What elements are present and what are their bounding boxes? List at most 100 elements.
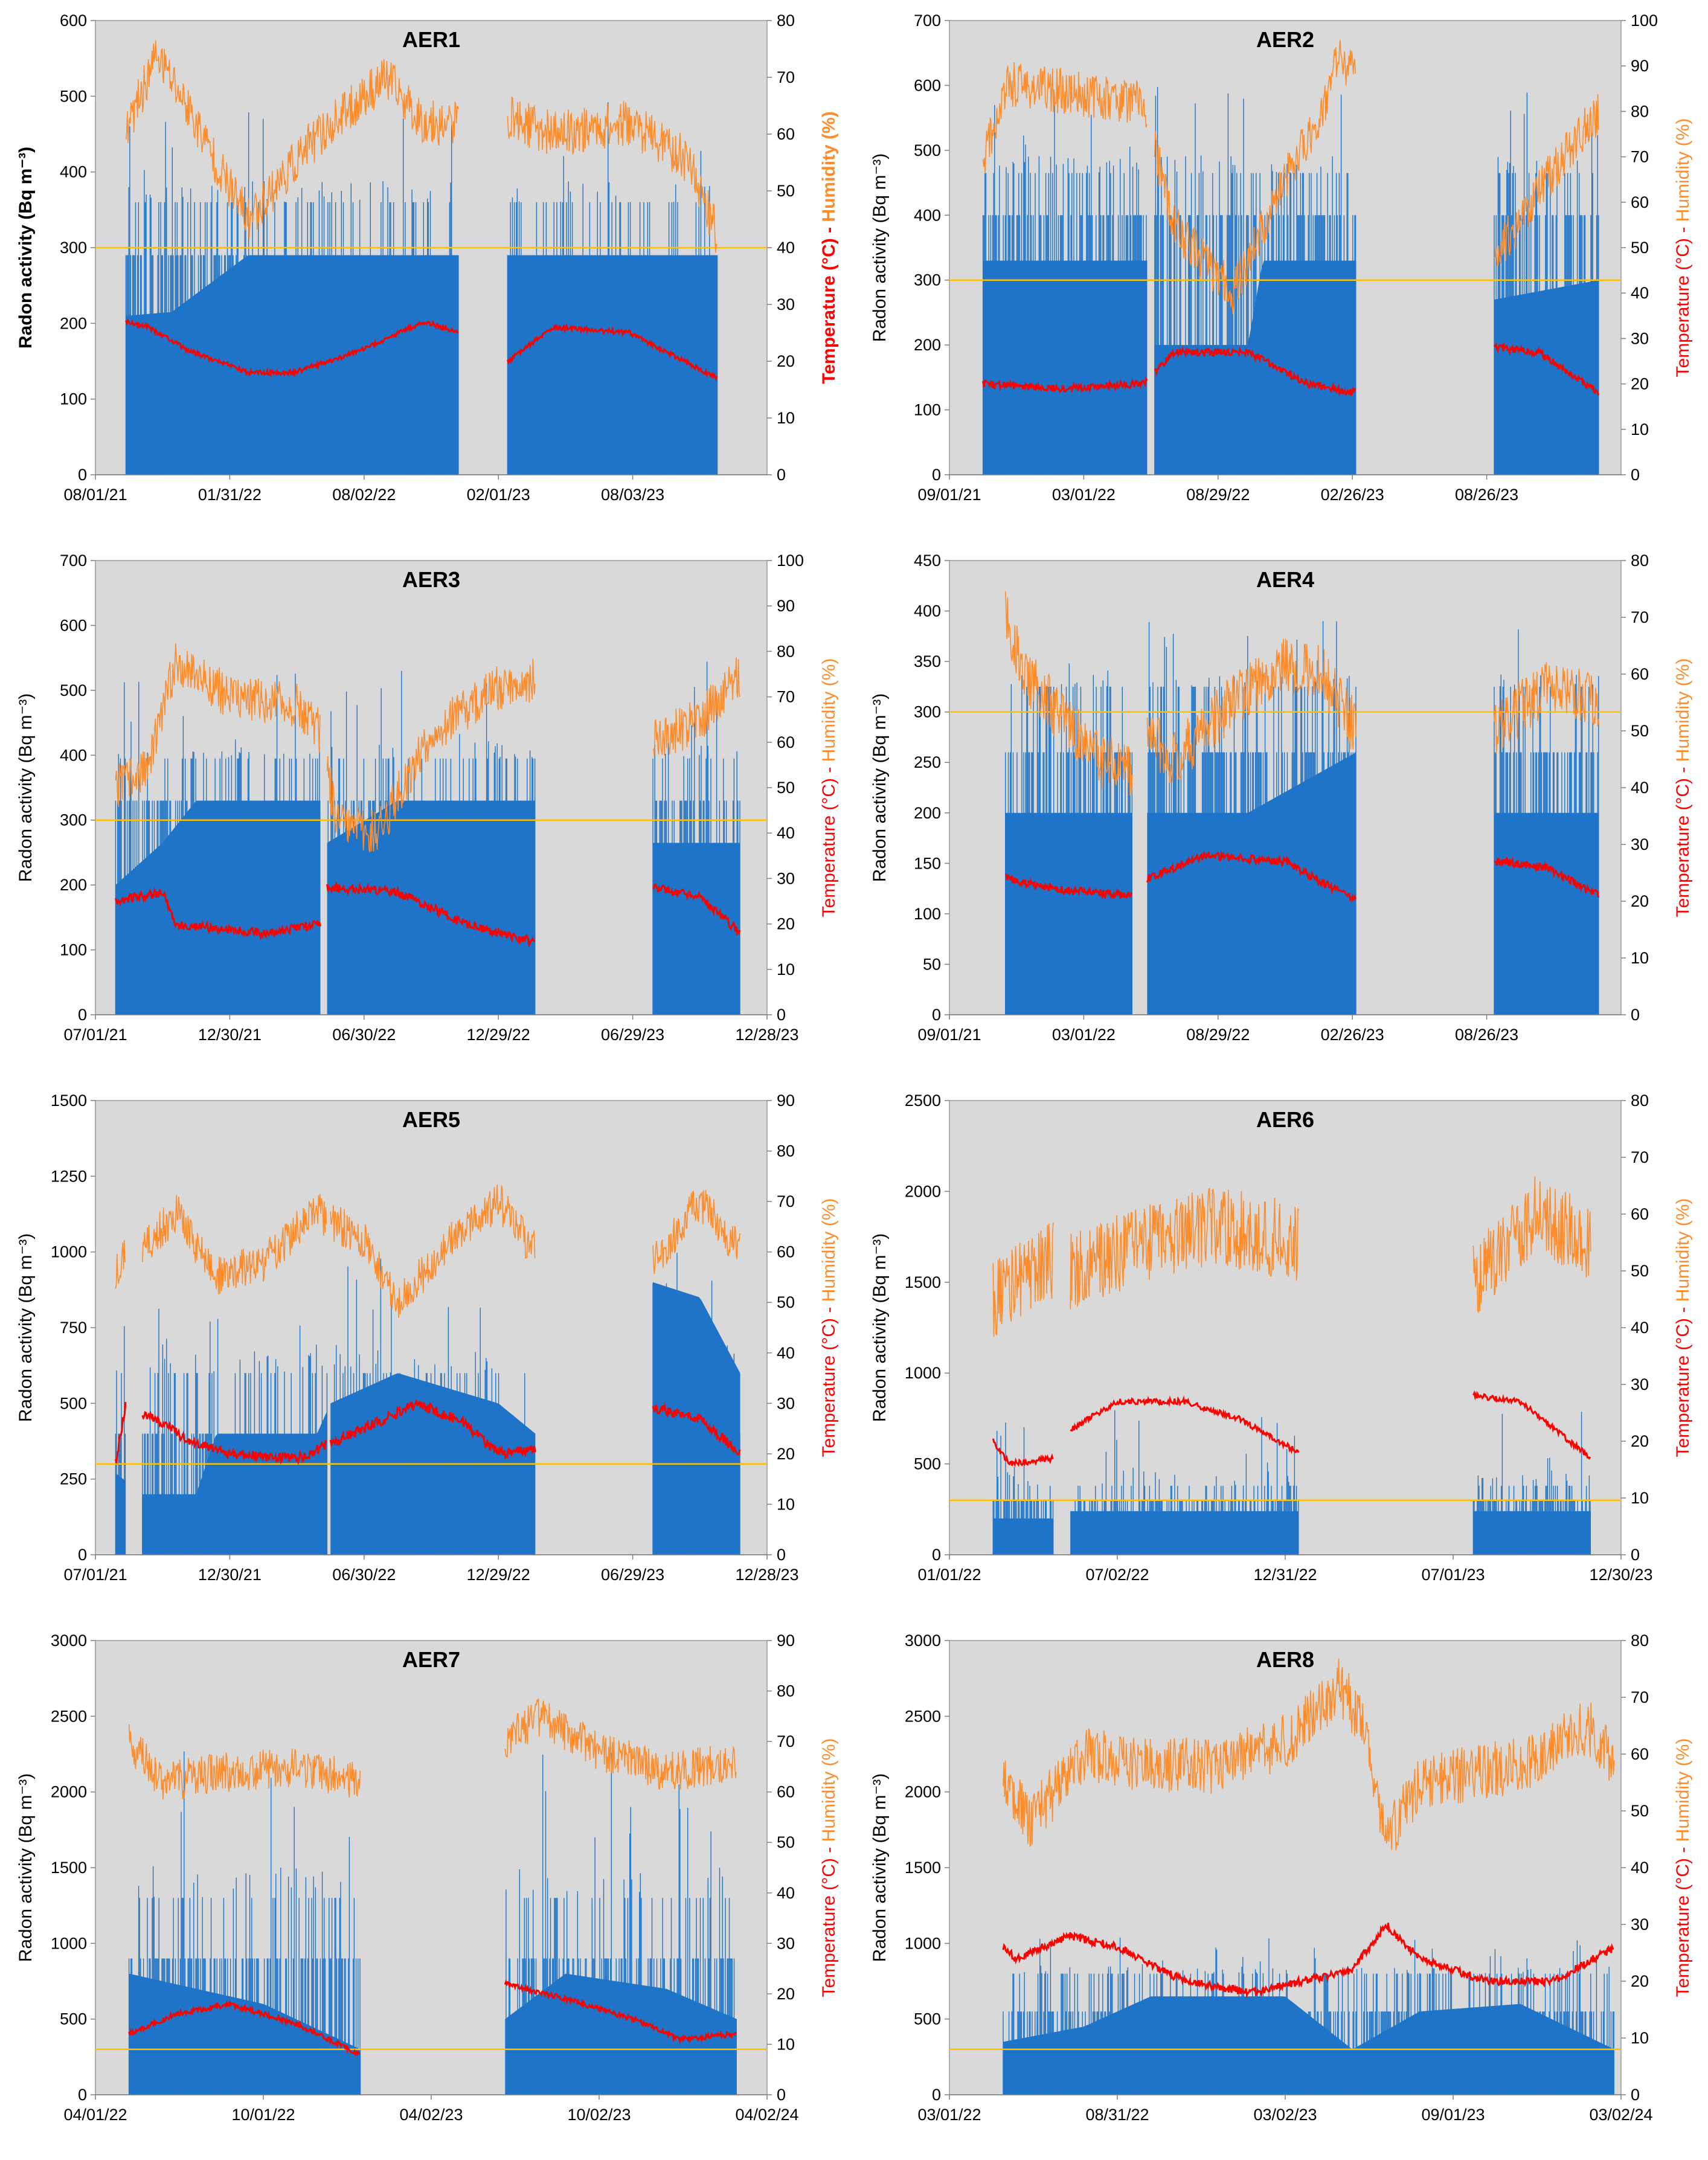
right-axis-tick-label: 60 (777, 125, 795, 143)
right-axis-tick-label: 70 (1631, 1148, 1649, 1166)
x-axis-tick-label: 03/02/23 (1253, 2106, 1317, 2124)
x-axis-tick-label: 02/01/23 (467, 486, 530, 504)
right-axis-tick-label: 30 (1631, 329, 1649, 347)
humidity-line-segment-3 (330, 1184, 536, 1319)
right-axis-label-temperature: Temperature (°C) (819, 1858, 839, 1997)
chart-panel-aer5: 0 250 500 750 1000 1250 1500 0 10 20 30 40 50 60 70 80 9… (16, 1091, 839, 1584)
right-axis-tick-label: 90 (777, 597, 795, 615)
right-axis-tick-label: 60 (1631, 1745, 1649, 1763)
temperature-line-segment-1 (125, 318, 459, 378)
right-axis-tick-label: 60 (1631, 193, 1649, 211)
x-axis-tick-label: 03/02/24 (1589, 2106, 1652, 2124)
right-axis-tick-label: 60 (1631, 665, 1649, 683)
right-axis-label-separator: - (1673, 1842, 1693, 1858)
right-axis-tick-label: 30 (1631, 835, 1649, 853)
x-axis-tick-label: 12/28/23 (735, 1566, 798, 1584)
radon-spikes-segment-1 (982, 94, 1147, 475)
left-axis-tick-label: 2500 (51, 1707, 87, 1725)
left-axis-tick-label: 2500 (905, 1091, 941, 1110)
left-axis-tick-label: 3000 (51, 1631, 87, 1650)
humidity-line-segment-2 (507, 95, 718, 253)
left-axis-tick-label: 500 (60, 681, 87, 699)
right-axis-tick-label: 70 (777, 1192, 795, 1210)
right-axis-tick-label: 10 (777, 960, 795, 979)
right-axis-tick-label: 50 (777, 182, 795, 200)
right-axis-tick-label: 50 (777, 1833, 795, 1851)
plot-content (949, 1176, 1621, 1555)
right-axis-tick-label: 20 (777, 915, 795, 933)
right-axis-tick-label: 20 (1631, 892, 1649, 910)
right-axis-tick-label: 70 (777, 1732, 795, 1750)
chart-panel-aer7: 0 500 1000 1500 2000 2500 3000 0 10 20 30 40 50 60 70 8… (16, 1631, 839, 2124)
right-axis-tick-label: 20 (777, 1985, 795, 2003)
left-axis-label: Radon activity (Bq m⁻³) (870, 153, 890, 342)
right-axis-tick-label: 100 (777, 551, 804, 570)
right-axis-tick-label: 70 (1631, 148, 1649, 166)
left-axis-tick-label: 750 (60, 1319, 87, 1337)
temperature-line-segment-3 (652, 883, 741, 937)
plot-content (95, 1184, 767, 1555)
right-axis-label-temperature: Temperature (°C) (1673, 1858, 1693, 1997)
left-axis-tick-label: 3000 (905, 1631, 941, 1650)
right-axis-tick-label: 10 (1631, 420, 1649, 439)
left-axis-tick-label: 0 (932, 1006, 941, 1024)
chart-panel-aer8: 0 500 1000 1500 2000 2500 3000 0 10 20 30 40 50 60 70 8… (870, 1631, 1693, 2124)
radon-spikes-segment-1 (115, 673, 320, 1015)
humidity-line-segment-1 (115, 1240, 126, 1289)
x-axis-tick-label: 12/30/23 (1589, 1566, 1652, 1584)
right-axis-label-temperature: Temperature (°C) (819, 238, 839, 384)
humidity-line-segment-3 (652, 657, 740, 757)
x-axis-tick-label: 07/02/22 (1085, 1566, 1149, 1584)
left-axis-tick-label: 1000 (51, 1934, 87, 1952)
chart-title: AER7 (402, 1647, 460, 1672)
chart-panel-aer2: 0 100 200 300 400 500 600 700 0 10 20 30 40 50 60 70 80 9… (870, 11, 1693, 504)
right-axis-label: Temperature (°C) - Humidity (%) (1673, 1198, 1693, 1458)
chart-title: AER2 (1256, 27, 1314, 52)
x-axis-tick-label: 08/29/22 (1186, 486, 1250, 504)
left-axis-tick-label: 200 (914, 804, 941, 822)
chart-title: AER3 (402, 567, 460, 592)
x-axis-tick-label: 08/01/21 (63, 486, 127, 504)
x-axis-tick-label: 02/26/23 (1321, 1026, 1384, 1044)
temperature-line-segment-2 (1154, 346, 1356, 397)
right-axis-tick-label: 20 (777, 352, 795, 370)
right-axis-tick-label: 0 (777, 466, 786, 484)
temperature-line-segment-3 (329, 1400, 536, 1461)
left-axis-tick-label: 2000 (905, 1182, 941, 1200)
humidity-line-segment-2 (504, 1698, 737, 1790)
x-axis-tick-label: 10/01/22 (231, 2106, 295, 2124)
right-axis-tick-label: 0 (1631, 1006, 1640, 1024)
humidity-line-segment-2 (142, 1194, 327, 1294)
right-axis-tick-label: 20 (777, 1445, 795, 1463)
x-axis-tick-label: 10/02/23 (567, 2106, 631, 2124)
right-axis-tick-label: 40 (1631, 1319, 1649, 1337)
humidity-line-segment-1 (115, 643, 321, 807)
right-axis-tick-label: 40 (777, 1884, 795, 1902)
left-axis-tick-label: 0 (932, 2086, 941, 2104)
radon-spikes-segment-3 (652, 661, 740, 1015)
x-axis-tick-label: 06/30/22 (332, 1026, 396, 1044)
left-axis-tick-label: 100 (60, 390, 87, 408)
right-axis-label: Temperature (°C) - Humidity (%) (819, 658, 839, 918)
plot-content (949, 40, 1621, 475)
left-axis-tick-label: 500 (914, 2010, 941, 2028)
humidity-line-segment-1 (125, 40, 460, 239)
right-axis-tick-label: 70 (777, 688, 795, 706)
right-axis-label-separator: - (819, 762, 839, 778)
left-axis-label: Radon activity (Bq m⁻³) (16, 693, 36, 882)
right-axis-label-separator: - (819, 1302, 839, 1318)
plot-content (949, 591, 1621, 1015)
plot-content (95, 40, 767, 475)
right-axis-label-separator: - (819, 222, 839, 239)
x-axis-tick-label: 08/26/23 (1455, 1026, 1518, 1044)
right-axis-label-humidity: Humidity (%) (1673, 118, 1693, 222)
x-axis-tick-label: 09/01/21 (917, 486, 981, 504)
left-axis-tick-label: 300 (914, 703, 941, 721)
x-axis-tick-label: 08/26/23 (1455, 486, 1518, 504)
right-axis-label-humidity: Humidity (%) (819, 111, 839, 222)
right-axis-tick-label: 80 (777, 1682, 795, 1700)
right-axis-tick-label: 70 (1631, 1688, 1649, 1706)
right-axis-tick-label: 30 (1631, 1915, 1649, 1933)
chart-panel-aer4: 0 50 100 150 200 250 300 350 400 450 0 10 20 30 40 50 60… (870, 551, 1693, 1044)
x-axis-tick-label: 03/01/22 (1052, 486, 1116, 504)
